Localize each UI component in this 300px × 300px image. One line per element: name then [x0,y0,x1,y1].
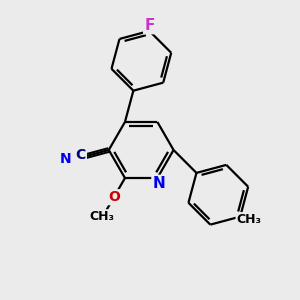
Text: O: O [108,190,120,204]
Text: N: N [152,176,165,191]
Text: F: F [144,18,154,33]
Text: N: N [60,152,72,166]
Text: C: C [76,148,86,162]
Text: CH₃: CH₃ [236,213,262,226]
Text: CH₃: CH₃ [89,210,114,223]
